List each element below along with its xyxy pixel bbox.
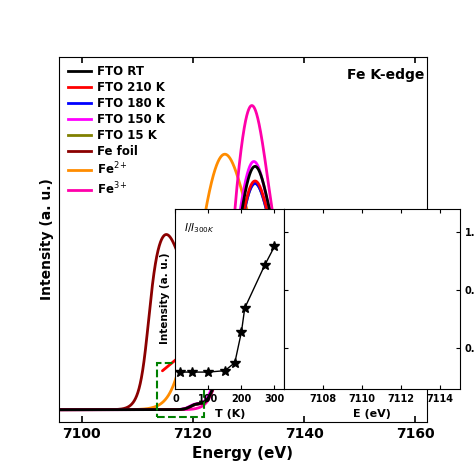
X-axis label: Energy (eV): Energy (eV) xyxy=(192,447,293,461)
Y-axis label: Intensity (a. u.): Intensity (a. u.) xyxy=(160,253,170,345)
Text: Fe K-edge: Fe K-edge xyxy=(347,68,425,82)
Legend: FTO RT, FTO 210 K, FTO 180 K, FTO 150 K, FTO 15 K, Fe foil, Fe$^{2+}$, Fe$^{3+}$: FTO RT, FTO 210 K, FTO 180 K, FTO 150 K,… xyxy=(65,63,167,200)
Text: $I/I_{300K}$: $I/I_{300K}$ xyxy=(184,221,215,235)
Bar xyxy=(156,364,204,417)
X-axis label: T (K): T (K) xyxy=(215,409,245,419)
X-axis label: E (eV): E (eV) xyxy=(353,409,391,419)
Y-axis label: Intensity (a. u.): Intensity (a. u.) xyxy=(40,178,54,301)
